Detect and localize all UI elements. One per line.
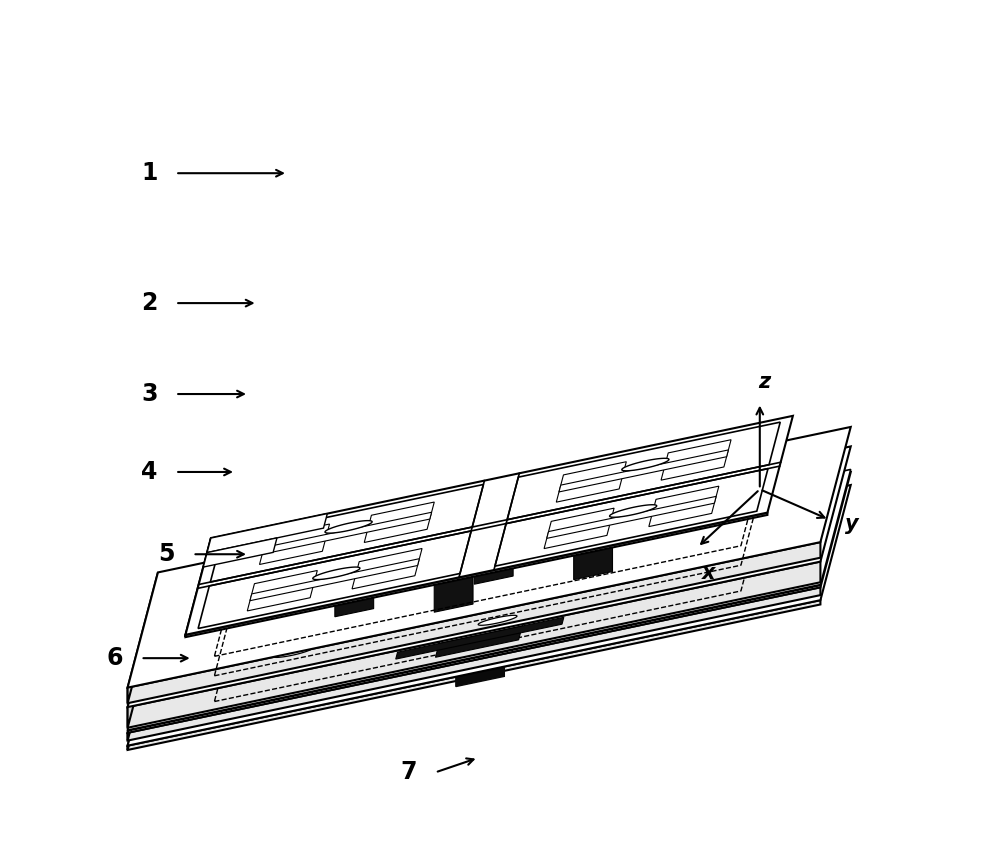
Polygon shape	[435, 626, 522, 657]
Polygon shape	[210, 484, 483, 582]
Polygon shape	[128, 542, 820, 703]
Polygon shape	[474, 576, 513, 585]
Text: y: y	[845, 514, 858, 534]
Polygon shape	[262, 513, 432, 554]
Polygon shape	[325, 520, 372, 533]
Polygon shape	[574, 572, 612, 579]
Polygon shape	[128, 617, 158, 740]
Polygon shape	[649, 486, 719, 527]
Polygon shape	[438, 611, 526, 648]
Polygon shape	[128, 592, 158, 727]
Polygon shape	[260, 524, 330, 565]
Polygon shape	[544, 508, 614, 548]
Polygon shape	[128, 469, 851, 730]
Polygon shape	[185, 416, 793, 635]
Polygon shape	[474, 532, 513, 585]
Polygon shape	[335, 565, 374, 617]
Polygon shape	[478, 616, 517, 625]
Polygon shape	[434, 560, 473, 612]
Polygon shape	[335, 609, 374, 617]
Polygon shape	[273, 648, 312, 657]
Polygon shape	[282, 615, 321, 625]
Polygon shape	[203, 538, 277, 567]
Text: 1: 1	[141, 161, 157, 185]
Polygon shape	[392, 604, 574, 650]
Polygon shape	[433, 564, 545, 642]
Polygon shape	[474, 532, 513, 540]
Polygon shape	[128, 600, 820, 750]
Text: x: x	[702, 563, 715, 583]
Polygon shape	[185, 538, 211, 637]
Text: 4: 4	[141, 460, 157, 484]
Polygon shape	[207, 514, 327, 553]
Polygon shape	[128, 447, 851, 707]
Polygon shape	[661, 440, 731, 480]
Polygon shape	[364, 502, 434, 542]
Polygon shape	[128, 572, 158, 703]
Polygon shape	[556, 462, 626, 502]
Polygon shape	[574, 527, 612, 579]
Polygon shape	[335, 565, 374, 572]
Polygon shape	[314, 560, 664, 644]
Polygon shape	[434, 604, 473, 612]
Polygon shape	[559, 450, 728, 492]
Polygon shape	[128, 427, 851, 688]
Polygon shape	[547, 496, 716, 539]
Polygon shape	[128, 587, 820, 740]
Text: z: z	[758, 372, 770, 392]
Polygon shape	[185, 513, 767, 637]
Polygon shape	[128, 485, 851, 746]
Polygon shape	[495, 469, 768, 566]
Polygon shape	[335, 612, 408, 643]
Polygon shape	[456, 643, 504, 687]
Text: 3: 3	[141, 382, 158, 406]
Polygon shape	[247, 571, 317, 611]
Polygon shape	[396, 617, 564, 659]
Text: 6: 6	[106, 646, 123, 670]
Text: 7: 7	[401, 760, 417, 785]
Text: 2: 2	[141, 291, 157, 315]
Polygon shape	[128, 615, 158, 731]
Polygon shape	[352, 548, 422, 589]
Polygon shape	[622, 458, 669, 471]
Polygon shape	[198, 531, 471, 629]
Polygon shape	[507, 422, 780, 520]
Polygon shape	[128, 630, 158, 750]
Polygon shape	[128, 561, 820, 727]
Polygon shape	[570, 562, 644, 593]
Polygon shape	[128, 585, 820, 731]
Polygon shape	[610, 505, 657, 517]
Polygon shape	[417, 578, 561, 626]
Polygon shape	[128, 472, 851, 733]
Polygon shape	[313, 567, 360, 579]
Polygon shape	[434, 560, 473, 568]
Text: 5: 5	[158, 542, 175, 566]
Polygon shape	[250, 559, 419, 601]
Polygon shape	[545, 560, 584, 570]
Polygon shape	[574, 527, 612, 536]
